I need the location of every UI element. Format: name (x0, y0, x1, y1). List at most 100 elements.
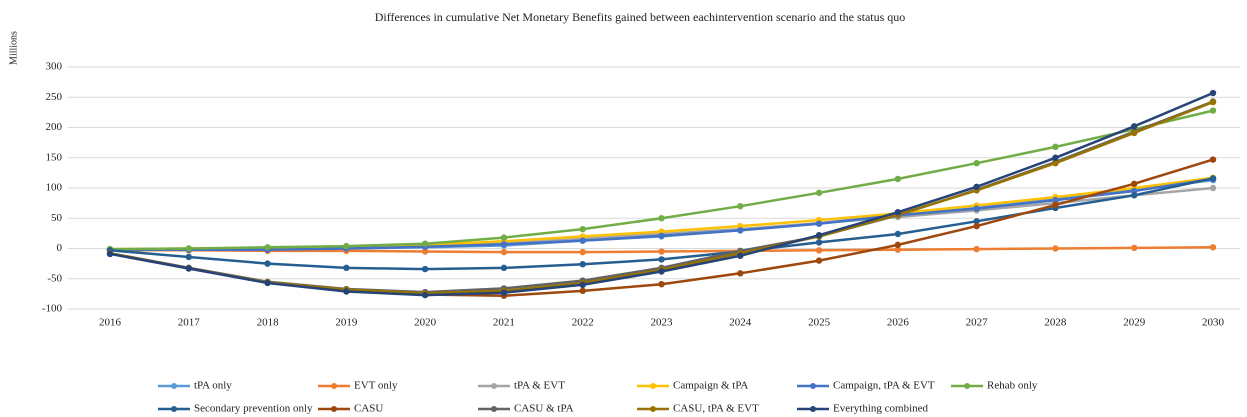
legend-marker (331, 406, 337, 412)
legend-marker (650, 383, 656, 389)
data-point (579, 261, 586, 268)
data-point (658, 256, 665, 263)
x-tick-label: 2018 (257, 317, 280, 329)
data-point (1052, 159, 1059, 167)
data-point (1052, 245, 1059, 252)
x-tick-label: 2021 (493, 317, 515, 329)
legend-label: Secondary prevention only (194, 403, 313, 415)
legend-marker (331, 383, 337, 389)
data-point (421, 240, 429, 247)
legend-marker (650, 406, 656, 412)
data-point (973, 218, 980, 225)
data-point (264, 279, 271, 287)
data-point (658, 248, 665, 255)
data-point (815, 239, 823, 246)
data-point (1209, 89, 1217, 97)
x-tick-label: 2017 (178, 317, 201, 329)
data-point (1131, 180, 1138, 187)
x-tick-label: 2030 (1202, 317, 1225, 329)
data-point (737, 202, 744, 210)
x-tick-label: 2019 (335, 317, 358, 329)
data-point (500, 264, 508, 272)
data-point (894, 246, 902, 253)
data-point (1209, 156, 1217, 163)
data-point (973, 183, 980, 190)
data-point (500, 234, 508, 241)
data-point (658, 280, 665, 288)
data-point (658, 215, 665, 222)
y-tick-label: 200 (46, 121, 63, 133)
legend-label: Everything combined (833, 403, 929, 415)
data-point (500, 289, 508, 296)
data-point (264, 260, 271, 267)
legend-label: CASU, tPA & EVT (673, 403, 759, 415)
data-point (421, 291, 429, 299)
x-tick-label: 2026 (887, 317, 910, 329)
data-point (1209, 175, 1217, 182)
data-point (973, 245, 980, 253)
data-point (815, 189, 823, 197)
data-point (658, 268, 665, 275)
data-point (1052, 143, 1059, 151)
data-point (185, 253, 192, 261)
x-tick-label: 2022 (572, 317, 594, 329)
legend-marker (964, 383, 970, 389)
legend-label: Campaign, tPA & EVT (833, 380, 935, 392)
data-point (658, 232, 665, 239)
legend-marker (810, 406, 816, 412)
data-point (1052, 196, 1059, 204)
data-point (894, 209, 902, 216)
data-point (421, 265, 429, 273)
data-point (1209, 244, 1217, 251)
x-tick-label: 2029 (1123, 317, 1146, 329)
data-point (1209, 98, 1217, 106)
x-tick-label: 2023 (651, 317, 674, 329)
data-point (973, 222, 980, 230)
y-tick-label: -100 (42, 303, 63, 315)
data-point (579, 237, 586, 244)
y-tick-label: 0 (57, 242, 63, 254)
x-tick-label: 2020 (414, 317, 437, 329)
data-point (737, 227, 744, 234)
legend-marker (810, 383, 816, 389)
y-tick-label: -50 (47, 272, 62, 284)
data-point (579, 287, 586, 295)
legend-marker (491, 383, 497, 389)
data-point (1052, 201, 1059, 209)
data-point (185, 265, 192, 272)
legend-label: tPA only (194, 380, 232, 392)
legend-label: tPA & EVT (514, 380, 565, 392)
chart-title: Differences in cumulative Net Monetary B… (375, 10, 906, 24)
data-point (894, 241, 902, 249)
data-point (737, 270, 744, 277)
data-point (1052, 154, 1059, 161)
data-point (815, 257, 823, 264)
x-tick-label: 2025 (808, 317, 831, 329)
legend-label: Campaign & tPA (673, 380, 748, 392)
legend-label: CASU (354, 403, 383, 415)
y-tick-label: 50 (51, 212, 63, 224)
data-point (1209, 184, 1217, 192)
data-point (106, 250, 114, 258)
y-axis-label: Millions (8, 31, 19, 65)
data-point (579, 248, 586, 256)
legend-label: Rehab only (987, 380, 1038, 392)
data-point (973, 159, 980, 167)
x-tick-label: 2024 (729, 317, 752, 329)
y-tick-label: 150 (46, 151, 63, 163)
data-point (1209, 107, 1217, 114)
data-point (185, 245, 192, 252)
data-point (343, 288, 350, 295)
data-point (815, 220, 823, 227)
data-point (343, 242, 350, 250)
data-point (894, 230, 902, 238)
legend-label: CASU & tPA (514, 403, 574, 415)
data-point (579, 281, 586, 288)
data-point (815, 247, 823, 254)
y-tick-label: 250 (46, 91, 63, 103)
data-point (1131, 192, 1138, 199)
legend-marker (171, 406, 177, 412)
data-point (1131, 129, 1138, 137)
x-tick-label: 2028 (1044, 317, 1067, 329)
